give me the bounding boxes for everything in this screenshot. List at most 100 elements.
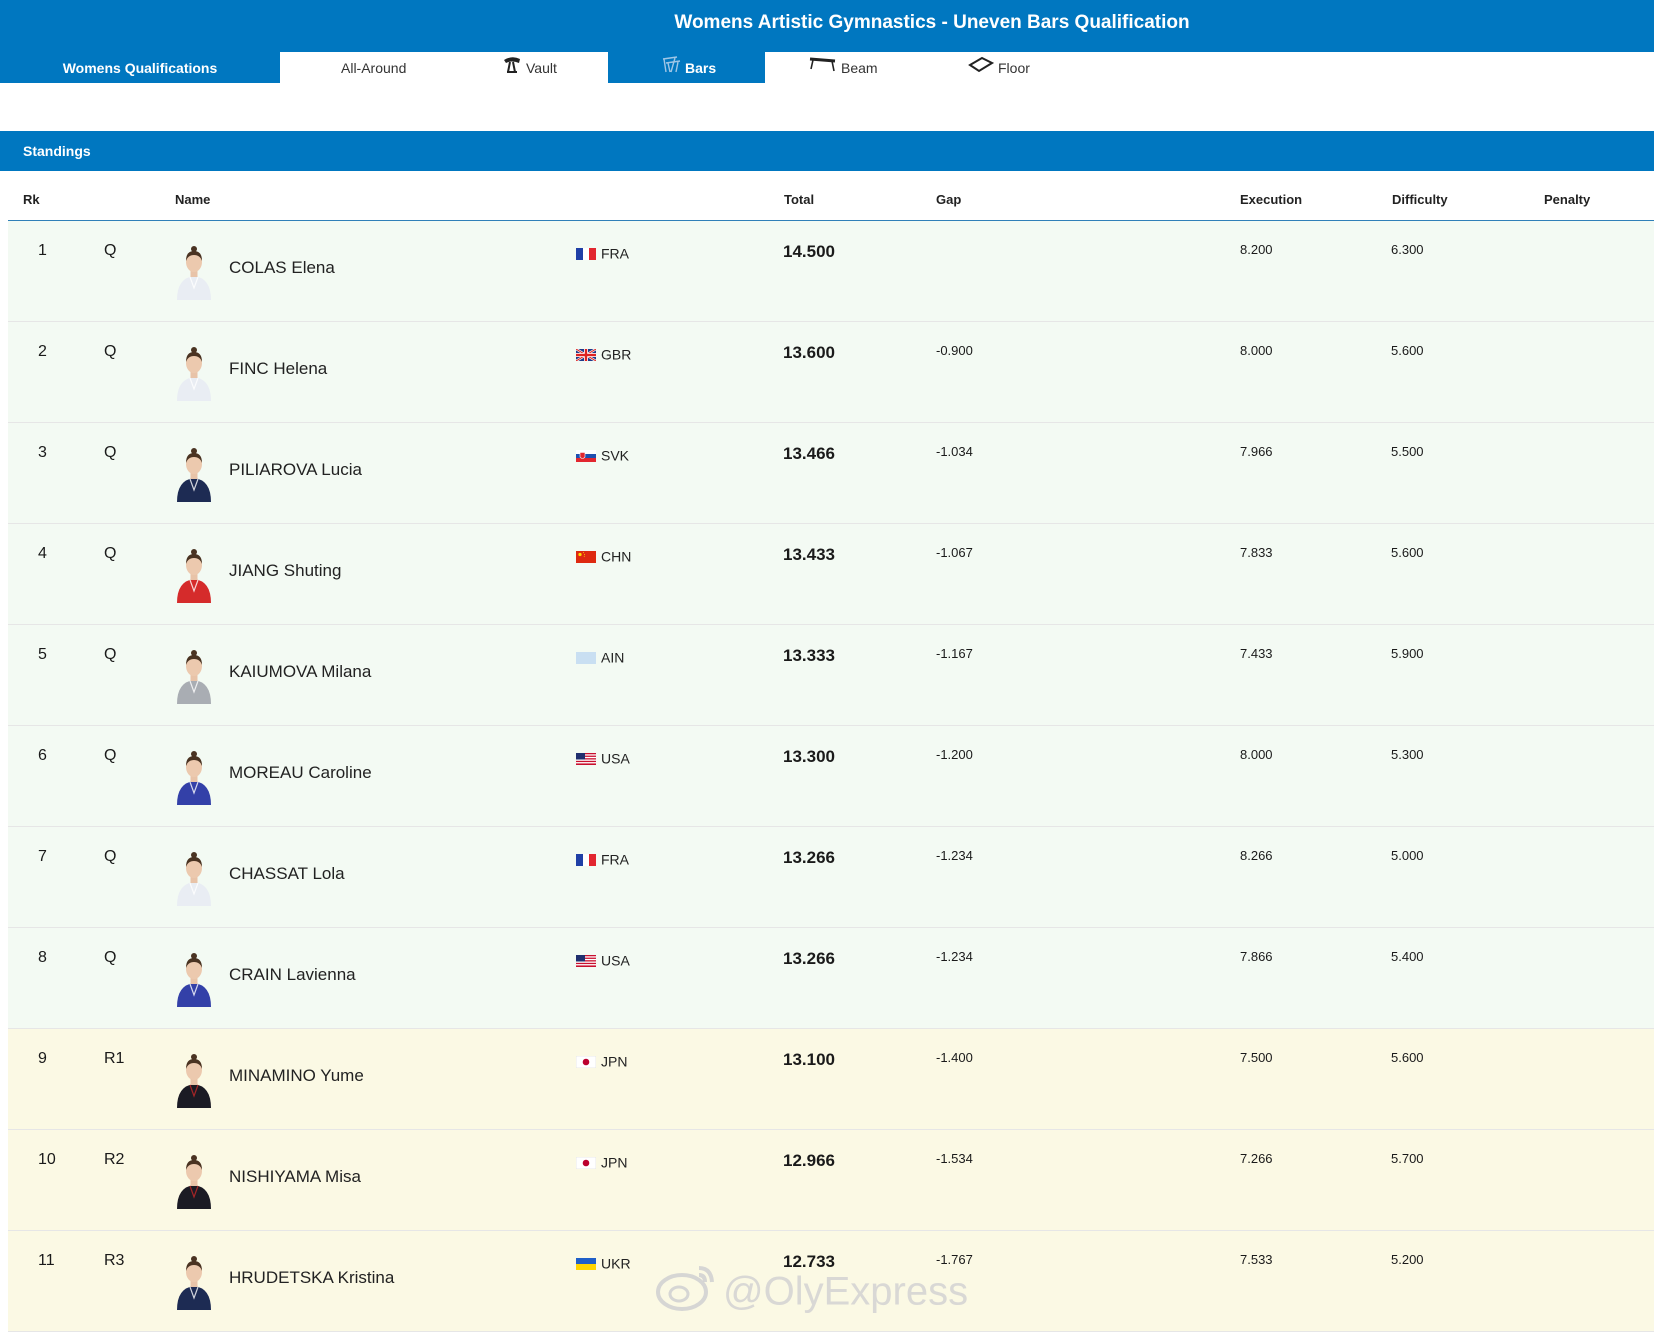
total-score: 13.266	[783, 848, 835, 867]
table-header: Rk Name Total Gap Execution Difficulty P…	[8, 171, 1654, 221]
standings-table: 1 Q COLAS Elena FRA 14.500 8.200 6.300 2…	[8, 221, 1654, 1332]
athlete-avatar	[174, 749, 214, 805]
table-row[interactable]: 3 Q PILIAROVA Lucia SVK 13.466 -1.034 7.…	[8, 423, 1654, 524]
table-row[interactable]: 6 Q MOREAU Caroline USA 13.300 -1.200 8.…	[8, 726, 1654, 827]
ain-flag-icon	[576, 651, 596, 665]
bars-icon	[661, 53, 681, 84]
rank: 3	[38, 444, 47, 461]
floor-icon	[968, 53, 995, 84]
title-bar: Womens Artistic Gymnastics - Uneven Bars…	[0, 0, 1654, 52]
qualification-status: Q	[104, 949, 117, 966]
col-execution: Execution	[1240, 192, 1303, 207]
noc-code: USA	[601, 952, 630, 969]
tab-beam[interactable]: Beam	[809, 52, 878, 83]
fra-flag-icon	[576, 247, 596, 261]
athlete-avatar	[174, 345, 214, 401]
table-row[interactable]: 11 R3 HRUDETSKA Kristina UKR 12.733 -1.7…	[8, 1231, 1654, 1332]
rank: 1	[38, 242, 47, 259]
total-score: 13.300	[783, 747, 835, 766]
execution-score: 7.433	[1240, 646, 1273, 661]
col-name: Name	[175, 192, 211, 207]
execution-score: 7.833	[1240, 545, 1273, 560]
gap-score: -0.900	[936, 343, 973, 358]
difficulty-score: 5.200	[1391, 1252, 1424, 1267]
table-row[interactable]: 5 Q KAIUMOVA Milana AIN 13.333 -1.167 7.…	[8, 625, 1654, 726]
tab-label: All-Around	[341, 59, 407, 76]
tab-floor[interactable]: Floor	[968, 52, 1030, 83]
athlete-name[interactable]: NISHIYAMA Misa	[229, 1167, 361, 1186]
noc-code: GBR	[601, 346, 632, 363]
table-row[interactable]: 2 Q FINC Helena GBR 13.600 -0.900 8.000 …	[8, 322, 1654, 423]
athlete-avatar	[174, 1052, 214, 1108]
tab-womens-qualifications[interactable]: Womens Qualifications	[0, 52, 280, 83]
tab-label: Bars	[685, 59, 717, 76]
rank: 4	[38, 545, 47, 562]
total-score: 13.600	[783, 343, 835, 362]
rank: 2	[38, 343, 47, 360]
athlete-name[interactable]: PILIAROVA Lucia	[229, 460, 362, 479]
tab-label: Beam	[841, 59, 878, 76]
rank: 8	[38, 949, 47, 966]
rank: 9	[38, 1050, 47, 1067]
execution-score: 8.266	[1240, 848, 1273, 863]
tab-bars[interactable]: Bars	[608, 52, 765, 83]
difficulty-score: 5.600	[1391, 1050, 1424, 1065]
noc-code: FRA	[601, 851, 629, 868]
difficulty-score: 5.500	[1391, 444, 1424, 459]
table-row[interactable]: 4 Q JIANG Shuting CHN 13.433 -1.067 7.83…	[8, 524, 1654, 625]
tab-vault[interactable]: Vault	[502, 52, 557, 83]
athlete-name[interactable]: JIANG Shuting	[229, 561, 342, 580]
execution-score: 7.966	[1240, 444, 1273, 459]
gap-score: -1.067	[936, 545, 973, 560]
qualification-status: Q	[104, 848, 117, 865]
athlete-name[interactable]: MOREAU Caroline	[229, 763, 372, 782]
tab-label: Womens Qualifications	[62, 59, 218, 76]
difficulty-score: 5.900	[1391, 646, 1424, 661]
table-row[interactable]: 9 R1 MINAMINO Yume JPN 13.100 -1.400 7.5…	[8, 1029, 1654, 1130]
qualification-status: Q	[104, 343, 117, 360]
tab-all-around[interactable]: All-Around	[341, 52, 406, 83]
athlete-country: AIN	[576, 648, 624, 665]
athlete-name[interactable]: COLAS Elena	[229, 258, 335, 277]
col-penalty: Penalty	[1544, 192, 1591, 207]
chn-flag-icon	[576, 550, 596, 564]
difficulty-score: 5.300	[1391, 747, 1424, 762]
athlete-country: CHN	[576, 547, 631, 564]
rank: 11	[38, 1252, 55, 1269]
table-row[interactable]: 1 Q COLAS Elena FRA 14.500 8.200 6.300	[8, 221, 1654, 322]
qualification-status: Q	[104, 646, 117, 663]
athlete-avatar	[174, 547, 214, 603]
standings-label: Standings	[23, 143, 91, 159]
qualification-status: Q	[104, 444, 117, 461]
athlete-country: SVK	[576, 446, 629, 463]
athlete-country: USA	[576, 951, 630, 968]
table-row[interactable]: 10 R2 NISHIYAMA Misa JPN 12.966 -1.534 7…	[8, 1130, 1654, 1231]
athlete-country: UKR	[576, 1254, 631, 1271]
total-score: 13.100	[783, 1050, 835, 1069]
event-tabs: Womens Qualifications All-Around Vault B…	[0, 52, 1654, 83]
athlete-name[interactable]: HRUDETSKA Kristina	[229, 1268, 395, 1287]
difficulty-score: 5.700	[1391, 1151, 1424, 1166]
athlete-name[interactable]: KAIUMOVA Milana	[229, 662, 372, 681]
athlete-country: JPN	[575, 1052, 627, 1069]
weibo-icon	[655, 1262, 717, 1322]
noc-code: FRA	[601, 245, 629, 262]
gap-score: -1.767	[936, 1252, 973, 1267]
difficulty-score: 5.000	[1391, 848, 1424, 863]
noc-code: CHN	[601, 548, 632, 565]
execution-score: 7.500	[1240, 1050, 1273, 1065]
athlete-name[interactable]: CHASSAT Lola	[229, 864, 345, 883]
svk-flag-icon	[576, 449, 596, 463]
athlete-country: FRA	[576, 244, 629, 261]
watermark: @OlyExpress	[655, 1262, 968, 1314]
table-row[interactable]: 7 Q CHASSAT Lola FRA 13.266 -1.234 8.266…	[8, 827, 1654, 928]
athlete-name[interactable]: FINC Helena	[229, 359, 328, 378]
gap-score: -1.400	[936, 1050, 973, 1065]
col-gap: Gap	[936, 192, 962, 207]
execution-score: 7.266	[1240, 1151, 1273, 1166]
noc-code: JPN	[601, 1154, 628, 1171]
athlete-name[interactable]: MINAMINO Yume	[229, 1066, 364, 1085]
table-row[interactable]: 8 Q CRAIN Lavienna USA 13.266 -1.234 7.8…	[8, 928, 1654, 1029]
athlete-name[interactable]: CRAIN Lavienna	[229, 965, 356, 984]
noc-code: UKR	[601, 1255, 631, 1272]
